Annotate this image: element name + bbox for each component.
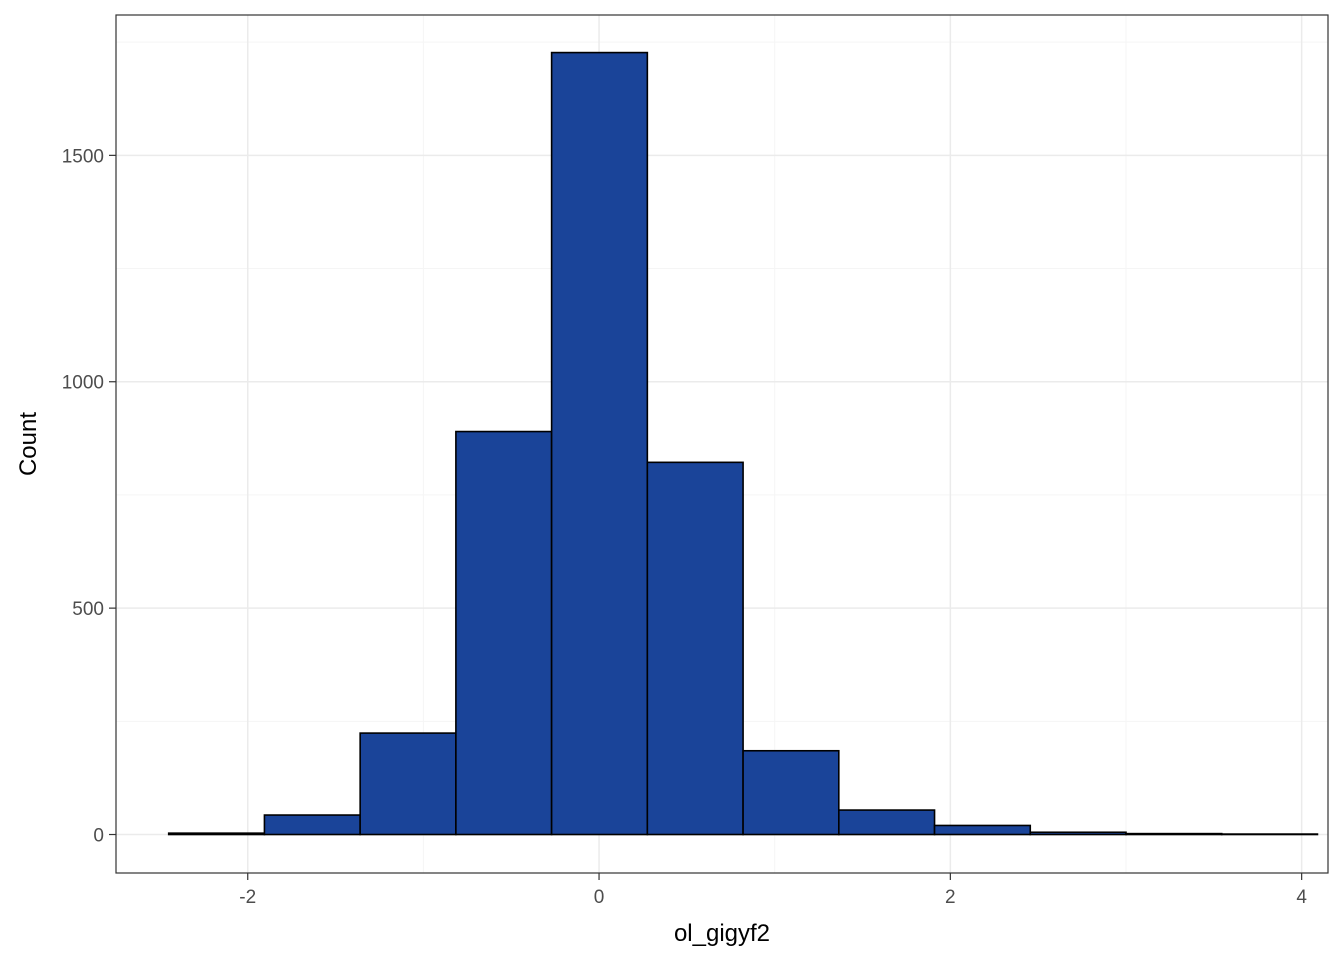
x-tick-label: 2 [945,887,956,908]
x-tick-label: -2 [239,887,256,908]
histogram-bar [359,732,457,836]
histogram-bars [167,51,1319,836]
x-axis-title: ol_gigyf2 [674,920,770,947]
y-axis-title: Count [15,412,42,476]
histogram-bar [1029,831,1127,836]
y-tick-label: 1000 [62,373,104,394]
histogram-bar [646,461,744,836]
y-tick-label: 500 [72,599,104,620]
histogram-bar [742,749,840,836]
y-tick-label: 0 [93,826,104,847]
y-axis-ticks: 0 500 1000 1500 [62,146,116,847]
y-tick-label: 1500 [62,146,104,167]
histogram-bar [455,430,553,836]
x-tick-label: 4 [1296,887,1307,908]
panel-border [115,14,1329,874]
histogram-bar [550,51,649,836]
histogram-bar [167,832,266,836]
histogram-bar [933,824,1032,836]
histogram-bar [263,814,361,836]
histogram-bar [1125,832,1223,836]
x-tick-label: 0 [594,887,605,908]
x-axis-ticks: -2 0 2 4 [239,873,1307,908]
histogram-bar [838,809,936,836]
